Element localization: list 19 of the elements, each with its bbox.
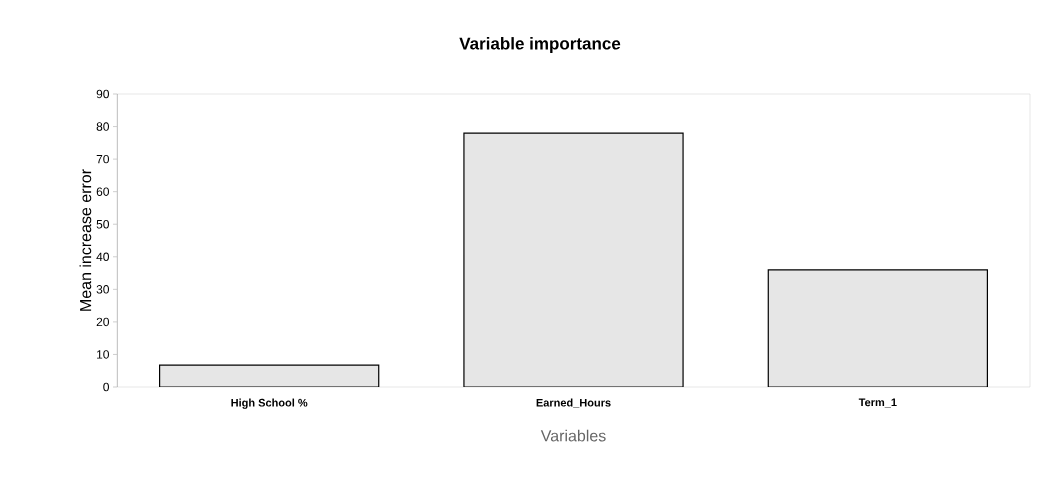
y-tick-label: 60: [96, 187, 109, 196]
chart-title: Variable importance: [459, 37, 621, 53]
x-axis-title: Variables: [540, 429, 606, 442]
x-tick-label: High School %: [231, 398, 308, 409]
y-tick-label: 70: [96, 154, 109, 164]
x-tick-label: Earned_Hours: [536, 398, 611, 408]
bar: [159, 364, 380, 388]
y-tick-label: 0: [103, 382, 110, 392]
y-tick-label: 80: [96, 122, 109, 131]
y-axis-title: Mean increase error: [79, 169, 92, 311]
y-tick-label: 90: [96, 89, 109, 99]
bar: [767, 269, 988, 388]
y-tick-label: 10: [97, 350, 109, 359]
y-tick-label: 30: [96, 285, 109, 294]
y-tick-label: 40: [96, 252, 109, 262]
bar: [463, 132, 684, 388]
y-tick-label: 50: [96, 219, 109, 229]
y-tick-label: 20: [96, 317, 109, 327]
x-tick-label: Term_1: [858, 398, 897, 408]
